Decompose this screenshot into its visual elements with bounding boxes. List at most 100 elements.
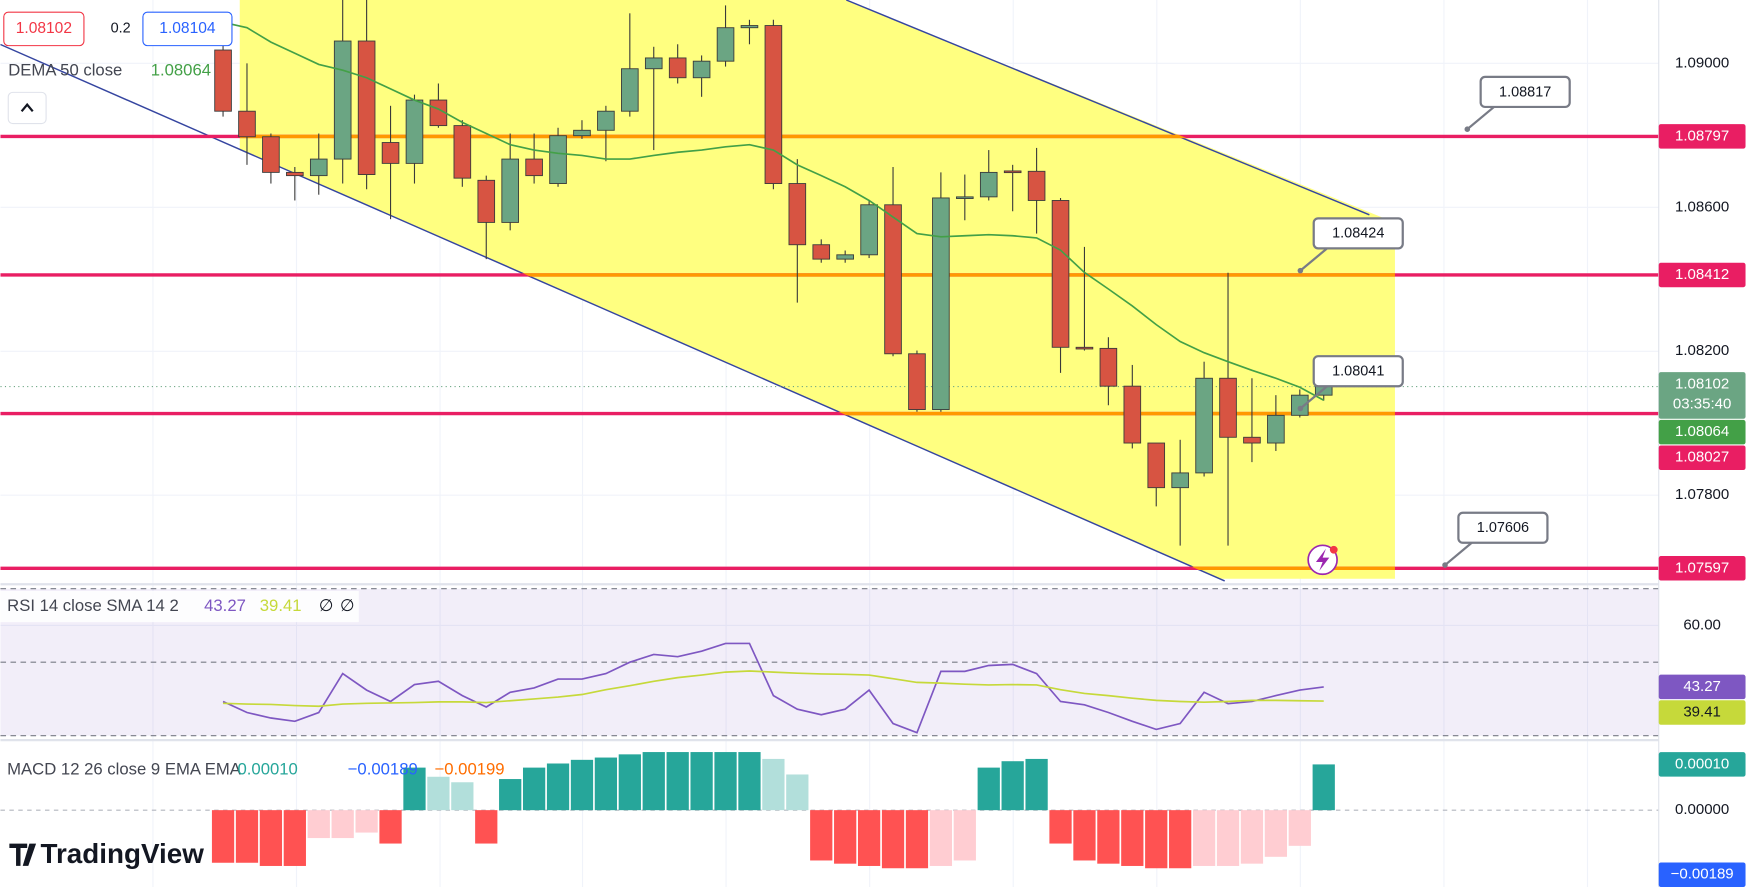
candle-body [621,68,639,112]
candle-body [525,158,543,177]
bid-price: 1.08102 [16,20,72,37]
candle-body [405,99,424,164]
channel-lower [0,43,1225,582]
histogram-bar [355,810,378,833]
indicator-line [223,670,1324,708]
callout-label: 1.08817 [1499,84,1551,100]
callout-pointer [1299,385,1328,410]
dema-label: 1.08064 [1675,423,1729,440]
histogram-bar [738,752,761,811]
macd-legend: MACD 12 26 close 9 EMA EMA [7,760,242,779]
candle-body [836,254,854,260]
histogram-bar [331,810,354,839]
candle-body [309,158,328,177]
histogram-bar [714,752,737,811]
histogram-bar [594,757,618,811]
candle-body [1291,394,1309,416]
callout-anchor [1442,562,1448,568]
rsi-value-box [1658,700,1746,725]
histogram-bar [642,752,665,811]
histogram-bar [211,810,235,863]
candle-body [668,57,687,79]
histogram-bar [259,810,283,866]
level-box [1658,445,1746,471]
level-box [1658,556,1746,581]
histogram-bar [451,782,474,811]
candle-body [238,110,256,138]
candle-body [381,142,400,164]
rsi-legend-na: ∅ [340,596,355,615]
histogram-bar [1216,810,1240,866]
price-axis: 1.09000 1.08600 1.08200 1.07800 60.00 0.00000… [1658,0,1746,887]
histogram-bar [1121,810,1144,866]
macd-legend-value: 0.00010 [238,760,298,779]
candle-body [740,25,759,29]
candle-body [764,25,783,184]
callout-pointer [1299,247,1328,272]
histogram-bar [235,810,259,863]
rsi-legend-value: 43.27 [204,596,246,615]
level-label: 1.08027 [1675,449,1729,466]
histogram-bar [1169,810,1192,869]
histogram-bar [810,810,833,861]
candle-body [573,129,591,137]
candle-body [908,353,926,411]
candle-body [477,179,496,223]
histogram-bar [929,810,953,866]
dema-box [1658,419,1746,445]
legend: 1.08102 0.2 1.08104 DEMA 50 close 1.0806… [3,11,233,125]
macd-legend-value: −0.00199 [435,760,505,779]
candle-body [644,57,663,70]
candle-body [932,197,950,411]
candle-body [597,110,615,131]
histogram-bar [379,810,402,844]
candle-body [884,204,902,355]
histogram-bar [1025,758,1048,811]
candle-body [214,49,232,112]
dema-legend: DEMA 50 close [8,61,122,80]
candle-body [1099,347,1118,387]
histogram-bar [546,763,570,811]
bid-box[interactable] [3,11,85,47]
candle-body [1171,472,1189,489]
callout-box [1479,75,1571,109]
histogram-bar [953,810,976,861]
histogram-bar [905,810,929,869]
histogram-bar [834,810,857,864]
candle-body [1075,346,1094,350]
histogram-bar [881,810,905,869]
candle-body [1243,436,1261,444]
histogram-bar [1001,761,1024,811]
candle-body [788,183,807,246]
histogram-bar [1288,810,1311,846]
callout-pointer [1444,541,1473,566]
callout-box [1457,511,1549,544]
histogram-bar [522,767,546,811]
last-price-box [1658,372,1746,419]
y-tick-label: 0.00000 [1675,801,1729,818]
histogram-bar [1264,810,1288,857]
histogram-bar [1312,764,1335,811]
histogram-bar [283,810,306,866]
channel-upper [846,0,1370,216]
histogram-bar [1073,810,1096,861]
histogram-bar [1240,810,1264,864]
histogram-bar [1097,810,1120,864]
candle-body [1003,170,1022,174]
rsi-pane: RSI 14 close SMA 14 2 43.27 39.41 ∅ ∅ [0,588,1659,737]
candle-body [1123,385,1142,444]
callout-anchor [1297,267,1304,274]
histogram-bar [977,767,1000,811]
spread: 0.2 [111,21,131,37]
macd-value-label: −0.00189 [1671,866,1734,883]
alert-icon[interactable] [1307,544,1338,576]
ask-box[interactable] [142,11,233,47]
histogram-bar [618,754,641,811]
macd-value-box [1658,752,1746,777]
y-tick-label: 1.09000 [1675,54,1729,71]
collapse-button[interactable] [7,91,47,125]
histogram-bar [1145,810,1168,869]
y-tick-label: 1.08600 [1675,198,1729,215]
